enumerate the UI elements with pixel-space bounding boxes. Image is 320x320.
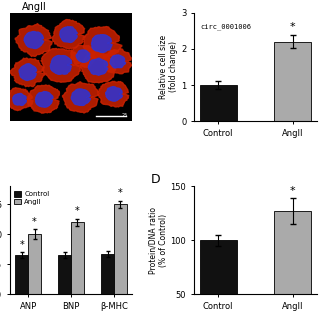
Text: AngII: AngII [22, 2, 47, 12]
Polygon shape [106, 87, 122, 101]
Polygon shape [27, 85, 60, 113]
Polygon shape [62, 82, 98, 113]
Polygon shape [71, 45, 96, 68]
Polygon shape [88, 58, 108, 75]
Legend: Control, AngII: Control, AngII [13, 189, 51, 206]
Polygon shape [92, 35, 112, 52]
Polygon shape [52, 20, 85, 49]
Text: circ_0001006: circ_0001006 [200, 24, 251, 30]
Bar [114, 204, 127, 294]
Text: *: * [19, 240, 24, 250]
Polygon shape [83, 27, 122, 60]
Polygon shape [36, 92, 53, 107]
Bar [15, 255, 28, 294]
Polygon shape [60, 27, 77, 43]
Bar [199, 240, 237, 320]
Bar [274, 211, 311, 320]
Y-axis label: Relative cell size
(fold change): Relative cell size (fold change) [159, 35, 178, 99]
Polygon shape [7, 88, 33, 110]
Bar [274, 42, 311, 121]
Text: *: * [118, 188, 123, 198]
Text: *: * [32, 217, 37, 227]
Text: *: * [75, 206, 80, 216]
Polygon shape [24, 31, 44, 49]
Polygon shape [41, 48, 81, 82]
Polygon shape [50, 55, 72, 74]
Polygon shape [10, 58, 45, 87]
Polygon shape [19, 64, 36, 81]
Polygon shape [104, 49, 132, 74]
Bar [101, 254, 114, 294]
Polygon shape [98, 81, 129, 107]
Bar [199, 85, 237, 121]
Polygon shape [76, 50, 90, 62]
Text: D: D [151, 173, 161, 186]
Y-axis label: Protein/DNA ratio
(% of Control): Protein/DNA ratio (% of Control) [148, 207, 168, 274]
Polygon shape [71, 89, 91, 106]
Text: 25: 25 [121, 113, 128, 118]
Polygon shape [81, 51, 116, 83]
Text: *: * [290, 186, 295, 196]
Polygon shape [110, 55, 125, 68]
Bar [58, 255, 71, 294]
Bar [71, 222, 84, 294]
Bar [28, 234, 41, 294]
Polygon shape [15, 24, 52, 56]
Polygon shape [13, 93, 26, 105]
Text: *: * [290, 22, 295, 32]
